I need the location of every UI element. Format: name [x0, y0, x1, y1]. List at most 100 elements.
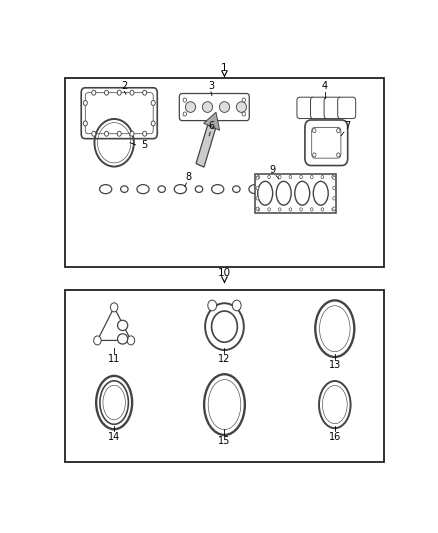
Text: 10: 10 — [218, 268, 231, 278]
Ellipse shape — [313, 181, 328, 205]
Circle shape — [105, 90, 109, 95]
Circle shape — [313, 128, 316, 133]
Bar — [65, 78, 384, 267]
Circle shape — [205, 303, 244, 350]
Ellipse shape — [99, 184, 112, 193]
Text: 11: 11 — [108, 354, 120, 364]
FancyBboxPatch shape — [311, 97, 328, 118]
Polygon shape — [196, 125, 215, 167]
Circle shape — [300, 208, 303, 211]
Circle shape — [268, 208, 270, 211]
Text: 4: 4 — [321, 81, 328, 91]
Circle shape — [151, 121, 155, 126]
Ellipse shape — [258, 181, 273, 205]
Circle shape — [208, 300, 217, 311]
FancyBboxPatch shape — [338, 97, 356, 118]
Ellipse shape — [202, 102, 212, 112]
Text: 1: 1 — [221, 63, 228, 73]
Circle shape — [333, 207, 336, 211]
Circle shape — [332, 208, 335, 211]
Circle shape — [279, 175, 281, 179]
FancyBboxPatch shape — [297, 97, 315, 118]
Circle shape — [256, 187, 259, 190]
Circle shape — [83, 121, 87, 126]
Circle shape — [256, 176, 259, 180]
Circle shape — [242, 112, 246, 116]
Circle shape — [92, 131, 96, 136]
Circle shape — [110, 303, 118, 312]
Circle shape — [117, 131, 121, 136]
Circle shape — [257, 175, 260, 179]
Ellipse shape — [295, 181, 310, 205]
FancyBboxPatch shape — [305, 120, 348, 166]
Ellipse shape — [237, 102, 247, 112]
Circle shape — [300, 175, 303, 179]
Text: 14: 14 — [108, 432, 120, 442]
Ellipse shape — [195, 186, 203, 192]
Ellipse shape — [117, 320, 128, 330]
Circle shape — [289, 175, 292, 179]
Circle shape — [143, 90, 147, 95]
Ellipse shape — [276, 181, 291, 205]
Ellipse shape — [212, 184, 224, 193]
Text: 7: 7 — [344, 122, 350, 131]
Circle shape — [313, 153, 316, 157]
Circle shape — [321, 208, 324, 211]
Circle shape — [130, 131, 134, 136]
Circle shape — [333, 197, 336, 200]
Circle shape — [232, 300, 241, 311]
Text: 2: 2 — [121, 80, 127, 91]
Circle shape — [311, 208, 313, 211]
Ellipse shape — [158, 186, 166, 192]
Text: 5: 5 — [141, 140, 148, 150]
Circle shape — [242, 98, 246, 102]
Circle shape — [279, 208, 281, 211]
Text: 12: 12 — [218, 354, 231, 364]
Text: 6: 6 — [209, 122, 215, 131]
Text: 13: 13 — [328, 360, 341, 370]
Circle shape — [257, 208, 260, 211]
Circle shape — [332, 175, 335, 179]
Circle shape — [92, 90, 96, 95]
FancyBboxPatch shape — [81, 88, 157, 139]
FancyBboxPatch shape — [179, 93, 249, 120]
Ellipse shape — [120, 186, 128, 192]
FancyBboxPatch shape — [324, 97, 342, 118]
Ellipse shape — [137, 184, 149, 193]
Circle shape — [311, 175, 313, 179]
Circle shape — [117, 90, 121, 95]
Text: 9: 9 — [270, 165, 276, 175]
Ellipse shape — [249, 184, 261, 193]
Circle shape — [256, 197, 259, 200]
Ellipse shape — [174, 184, 187, 193]
Bar — [65, 290, 384, 462]
Bar — [255, 174, 336, 213]
Circle shape — [268, 175, 270, 179]
Circle shape — [337, 128, 340, 133]
Circle shape — [105, 131, 109, 136]
Circle shape — [127, 336, 134, 345]
Ellipse shape — [219, 102, 230, 112]
Text: 16: 16 — [328, 432, 341, 442]
Circle shape — [151, 101, 155, 106]
Circle shape — [94, 336, 101, 345]
Circle shape — [337, 153, 340, 157]
Circle shape — [256, 207, 259, 211]
Circle shape — [321, 175, 324, 179]
Circle shape — [183, 98, 187, 102]
Circle shape — [289, 208, 292, 211]
Circle shape — [333, 187, 336, 190]
Text: 8: 8 — [186, 172, 192, 182]
Text: 15: 15 — [218, 436, 231, 446]
Circle shape — [183, 112, 187, 116]
Ellipse shape — [233, 186, 240, 192]
Polygon shape — [204, 112, 219, 130]
Ellipse shape — [185, 102, 196, 112]
Circle shape — [143, 131, 147, 136]
Circle shape — [83, 101, 87, 106]
Text: 3: 3 — [208, 81, 214, 91]
Circle shape — [212, 311, 237, 342]
Ellipse shape — [117, 334, 128, 344]
Circle shape — [130, 90, 134, 95]
Circle shape — [333, 176, 336, 180]
